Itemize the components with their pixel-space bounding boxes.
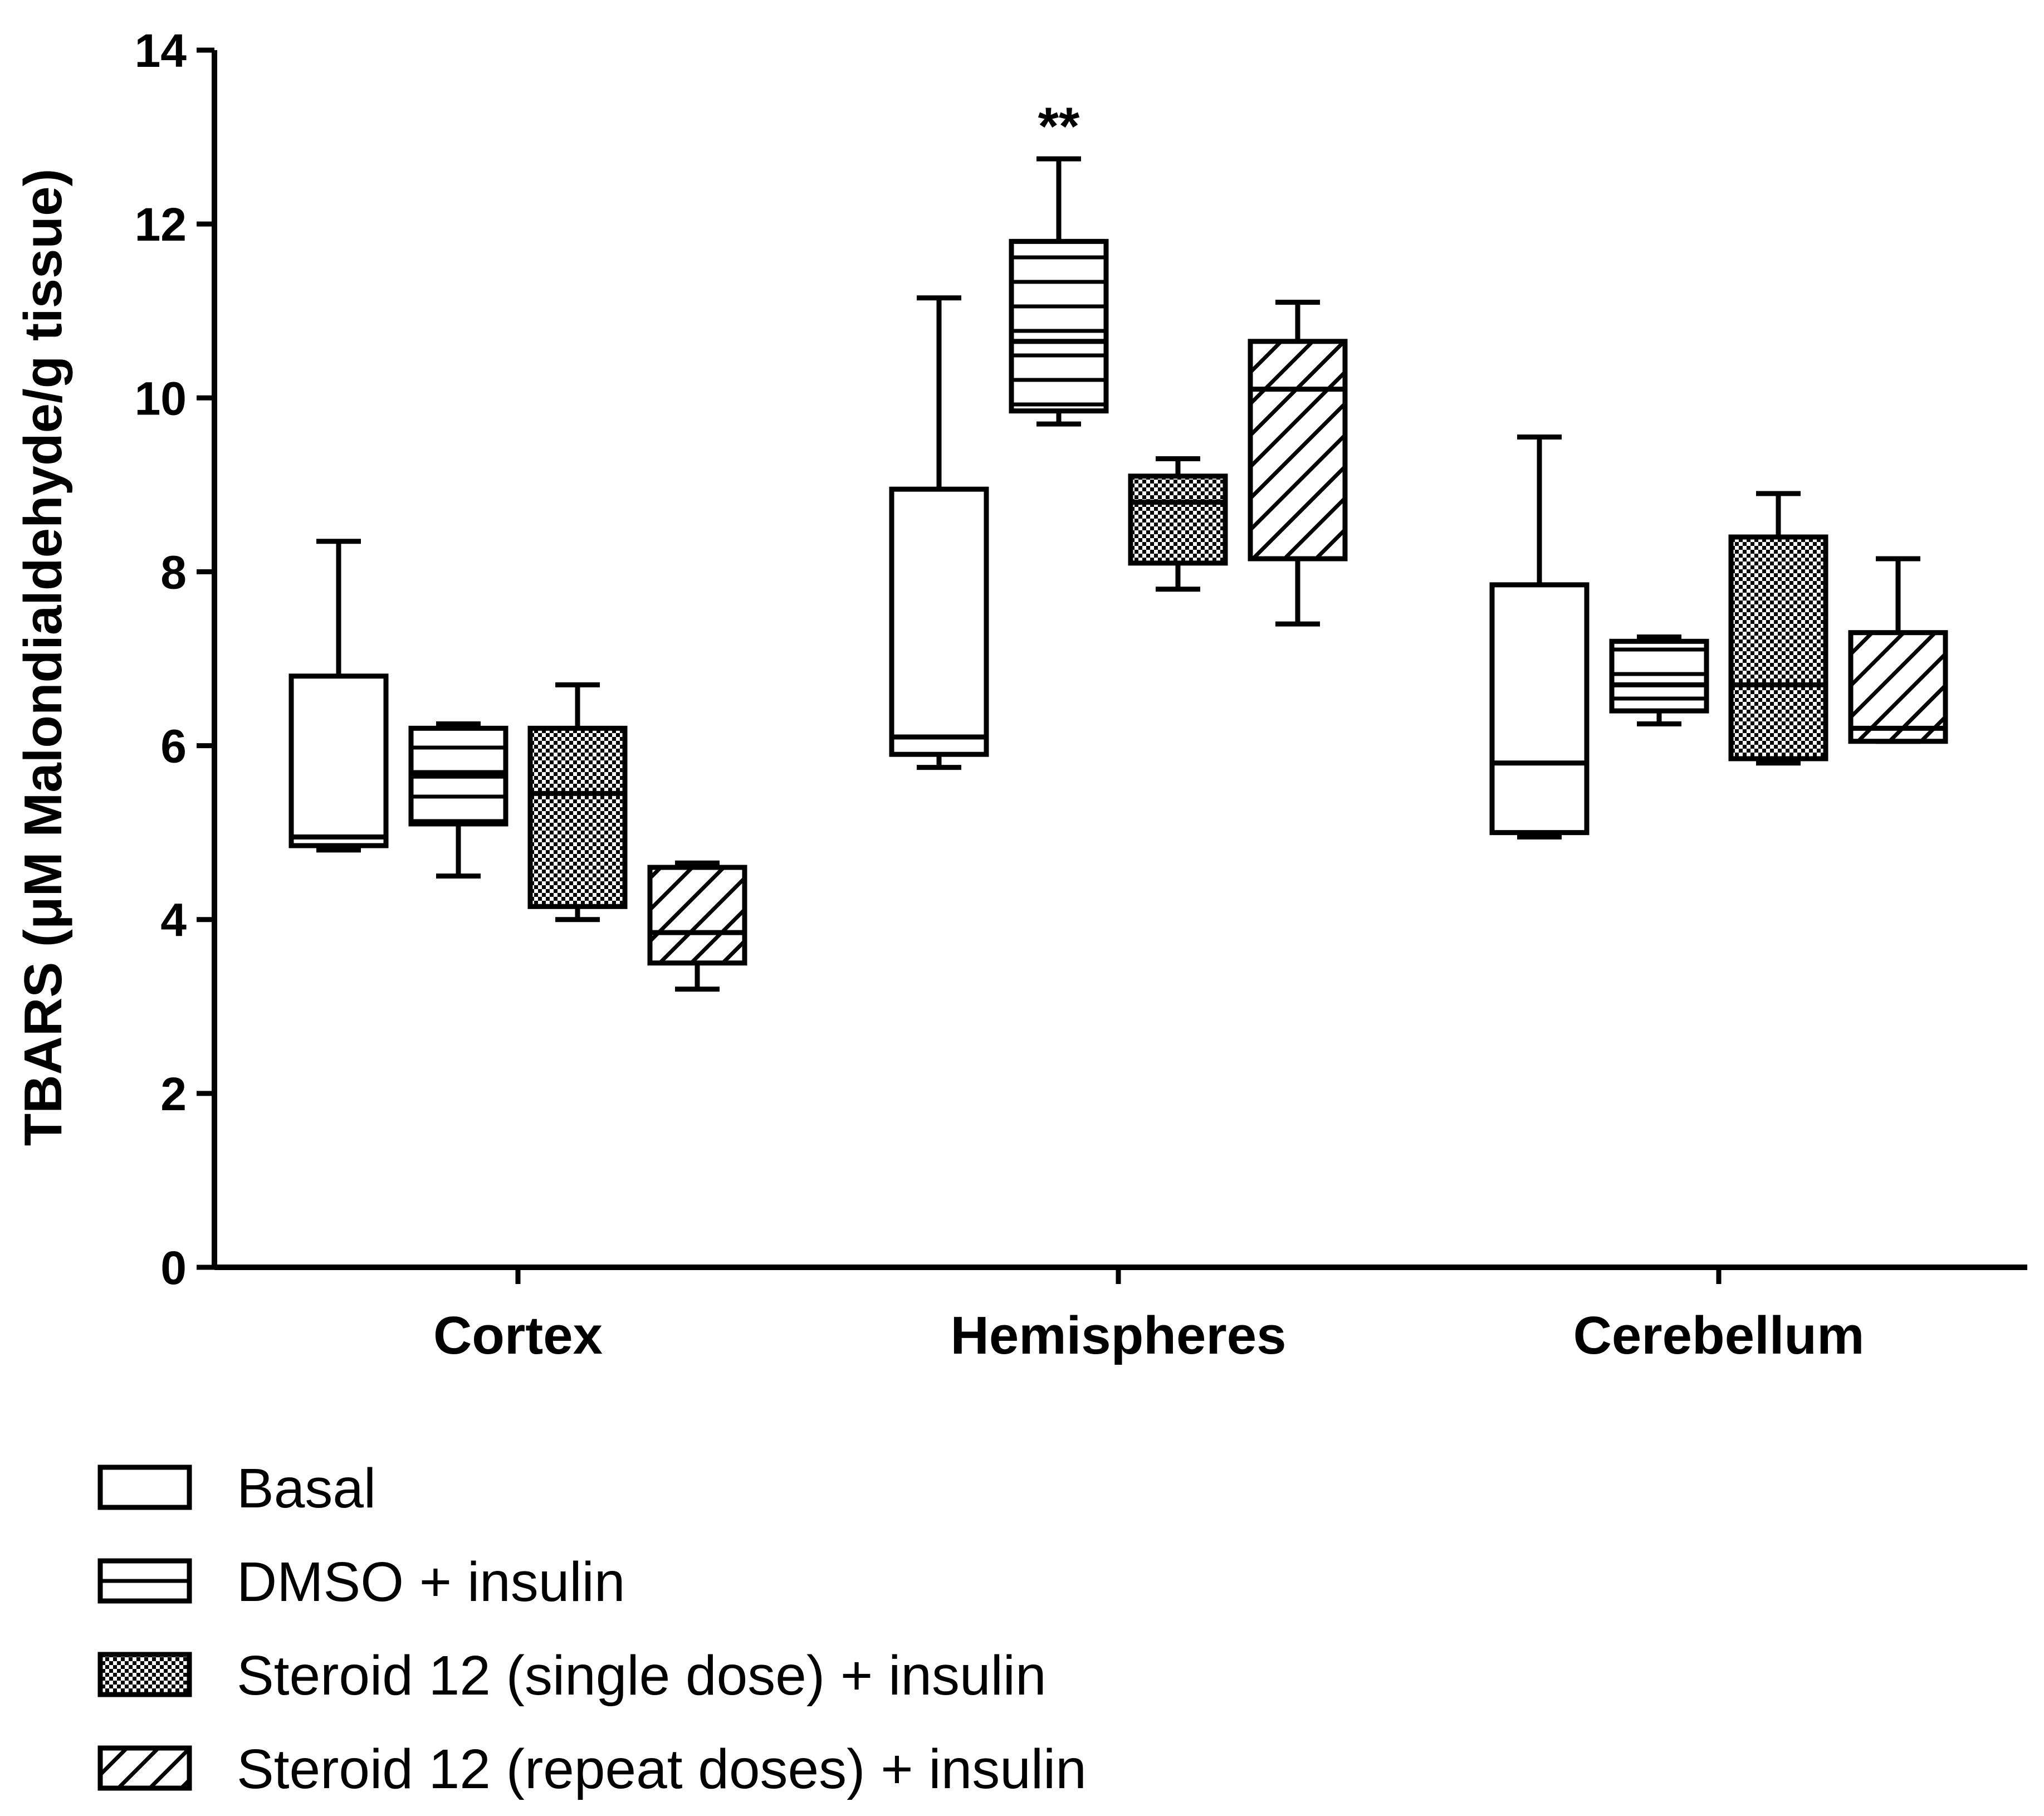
box-iqr bbox=[1609, 638, 1709, 714]
box-plot bbox=[1009, 156, 1109, 427]
box-iqr bbox=[647, 865, 747, 966]
box-iqr bbox=[889, 486, 989, 757]
legend-swatch bbox=[97, 1652, 192, 1697]
y-tick-label: 12 bbox=[135, 198, 187, 251]
box-plot bbox=[889, 295, 989, 770]
legend-label: Steroid 12 (repeat doses) + insulin bbox=[237, 1738, 1087, 1800]
y-tick-label: 14 bbox=[135, 25, 187, 77]
annotations: ** bbox=[1038, 96, 1080, 156]
y-tick-label: 8 bbox=[160, 546, 187, 598]
box-iqr bbox=[1489, 582, 1590, 836]
box-plot bbox=[1489, 435, 1590, 839]
legend-item: Basal bbox=[97, 1457, 376, 1520]
legend-item: DMSO + insulin bbox=[97, 1551, 625, 1613]
legend: Basal DMSO + insulin Steroid 12 (single do… bbox=[97, 1457, 1087, 1800]
legend-swatch bbox=[97, 1745, 192, 1791]
box-plot bbox=[1728, 491, 1828, 766]
box-iqr bbox=[1728, 534, 1828, 761]
legend-swatch bbox=[97, 1558, 192, 1604]
box-iqr bbox=[1128, 473, 1228, 566]
y-tick-label: 4 bbox=[160, 894, 187, 946]
x-category-label: Cerebellum bbox=[1573, 1306, 1865, 1365]
y-axis-title: TBARS (μM Malondialdehyde/g tissue) bbox=[13, 169, 73, 1146]
box-iqr bbox=[1848, 630, 1948, 744]
box-plot bbox=[1128, 456, 1228, 592]
legend-label: Steroid 12 (single dose) + insulin bbox=[237, 1644, 1047, 1707]
box-plot bbox=[1248, 300, 1348, 627]
box-plot bbox=[288, 539, 389, 853]
y-tick-label: 10 bbox=[135, 372, 187, 424]
y-tick-label: 6 bbox=[160, 720, 187, 773]
y-tick-label: 0 bbox=[160, 1242, 187, 1294]
box-plot bbox=[1609, 634, 1709, 727]
x-category-label: Cortex bbox=[433, 1306, 603, 1365]
box-plot bbox=[527, 682, 628, 922]
x-category-label: Hemispheres bbox=[951, 1306, 1287, 1365]
legend-swatch bbox=[97, 1464, 192, 1510]
box-iqr bbox=[288, 673, 389, 848]
legend-label: Basal bbox=[237, 1457, 376, 1520]
box-plot bbox=[1848, 556, 1948, 744]
y-tick-label: 2 bbox=[160, 1068, 187, 1120]
box-plot bbox=[647, 860, 747, 992]
box-iqr bbox=[1248, 339, 1348, 562]
axes: 0 2 4 6 8 10 12 14 Cortex Hemispheres Cerebellum TB… bbox=[13, 25, 2027, 1365]
significance-annotation: ** bbox=[1038, 96, 1080, 156]
legend-item: Steroid 12 (single dose) + insulin bbox=[97, 1644, 1047, 1707]
box-plot bbox=[408, 721, 508, 879]
legend-item: Steroid 12 (repeat doses) + insulin bbox=[97, 1738, 1087, 1800]
box-iqr bbox=[527, 725, 628, 909]
box-iqr bbox=[1009, 238, 1109, 414]
legend-label: DMSO + insulin bbox=[237, 1551, 625, 1613]
box-plots bbox=[288, 156, 1948, 992]
